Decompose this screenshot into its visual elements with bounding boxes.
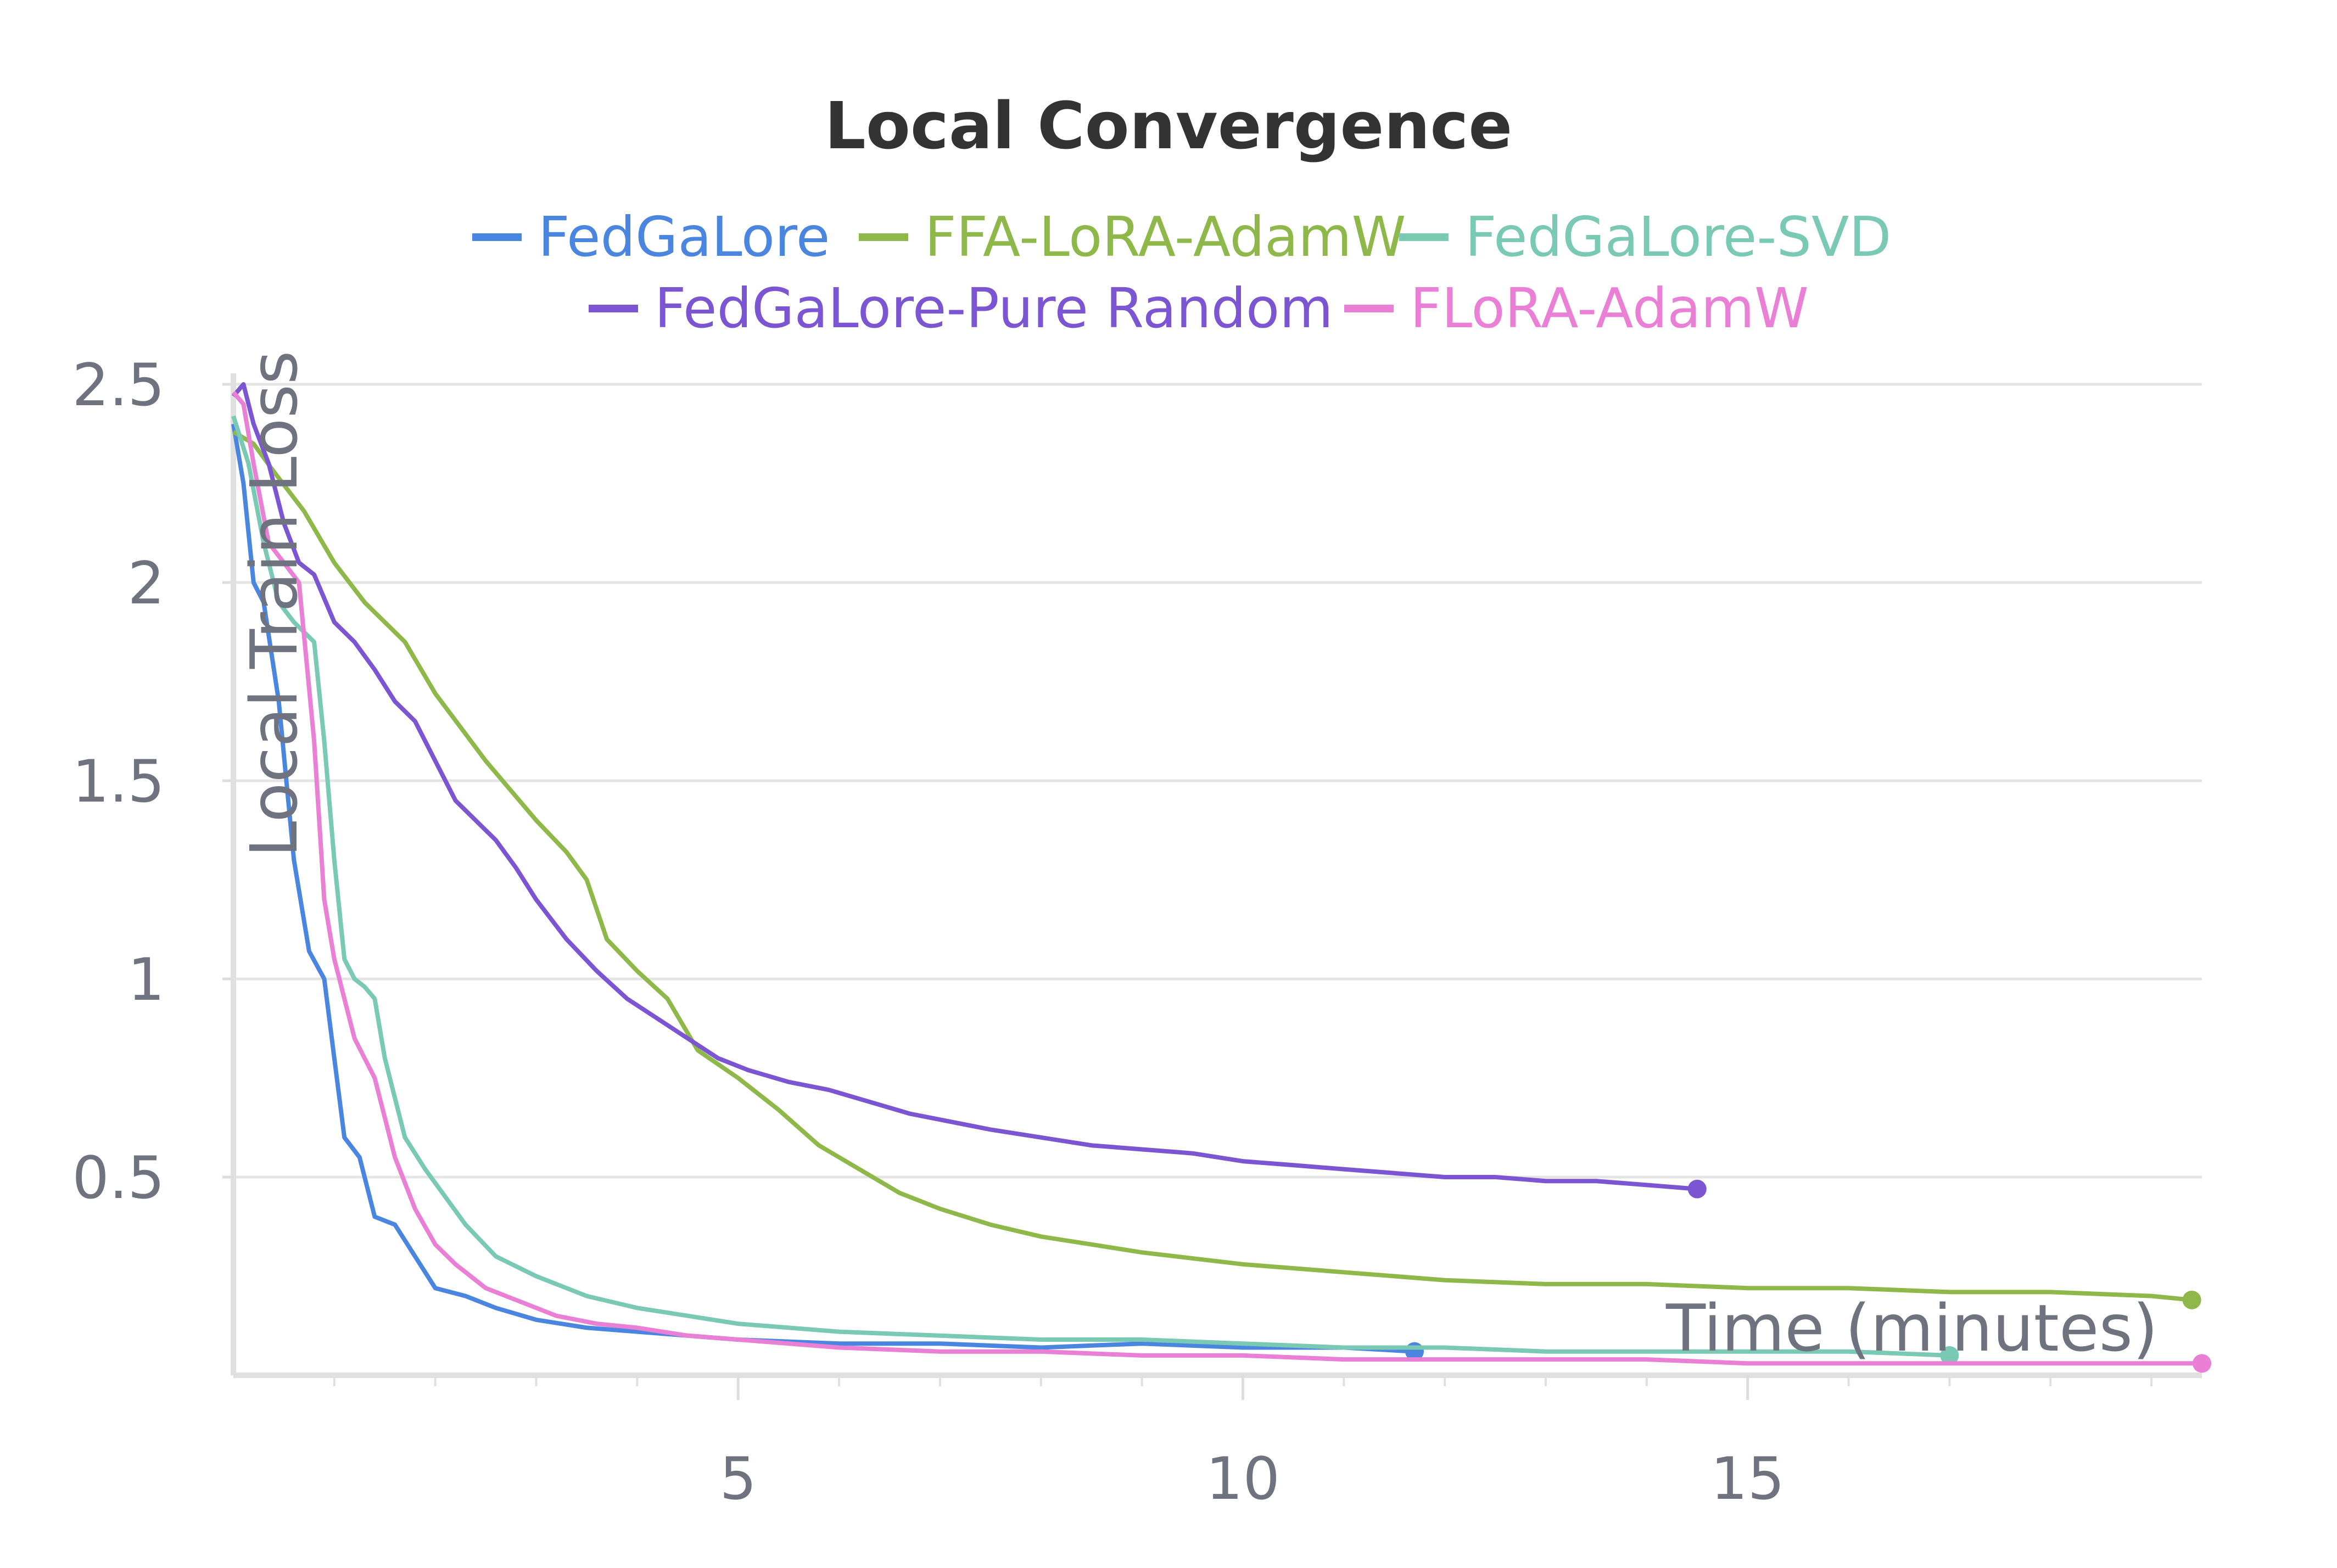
series-end-marker-3	[1687, 1179, 1707, 1199]
x-axis-label: Time (minutes)	[1665, 1290, 2158, 1366]
y-tick-label: 0.5	[72, 1144, 165, 1212]
y-axis-label: Local Train Loss	[236, 351, 312, 858]
y-tick-label: 1.5	[72, 748, 165, 815]
y-tick-label: 2.5	[72, 351, 165, 419]
legend-label-3: FedGaLore-Pure Random	[655, 276, 1333, 340]
legend: FedGaLore FFA-LoRA-AdamW FedGaLore-SVD FedG…	[472, 205, 1891, 340]
x-tick-label: 5	[720, 1445, 757, 1513]
legend-label-1: FFA-LoRA-AdamW	[925, 205, 1406, 269]
legend-label-4: FLoRA-AdamW	[1410, 276, 1809, 340]
series-end-marker-1	[2182, 1290, 2201, 1309]
series-line-0	[231, 423, 1415, 1354]
series-end-marker-2	[1940, 1346, 1959, 1365]
chart-title: Local Convergence	[825, 88, 1513, 164]
legend-label-0: FedGaLore	[538, 205, 830, 269]
series-line-4	[231, 390, 2202, 1366]
x-tick-label: 10	[1206, 1445, 1280, 1513]
series-line-1	[232, 430, 2192, 1302]
y-tick-label: 1	[128, 946, 165, 1013]
series-lines	[231, 382, 2211, 1373]
series-line-2	[231, 415, 1950, 1358]
gridlines	[233, 383, 2202, 1179]
series-end-marker-4	[2193, 1354, 2211, 1373]
legend-label-2: FedGaLore-SVD	[1465, 205, 1891, 269]
x-tick-label: 15	[1710, 1445, 1785, 1513]
y-tick-label: 2	[128, 550, 165, 617]
axes	[222, 373, 2202, 1400]
tick-labels: 0.5 1 1.5 2 2.5 5 10 15	[72, 351, 1785, 1513]
series-line-3	[231, 382, 1698, 1191]
